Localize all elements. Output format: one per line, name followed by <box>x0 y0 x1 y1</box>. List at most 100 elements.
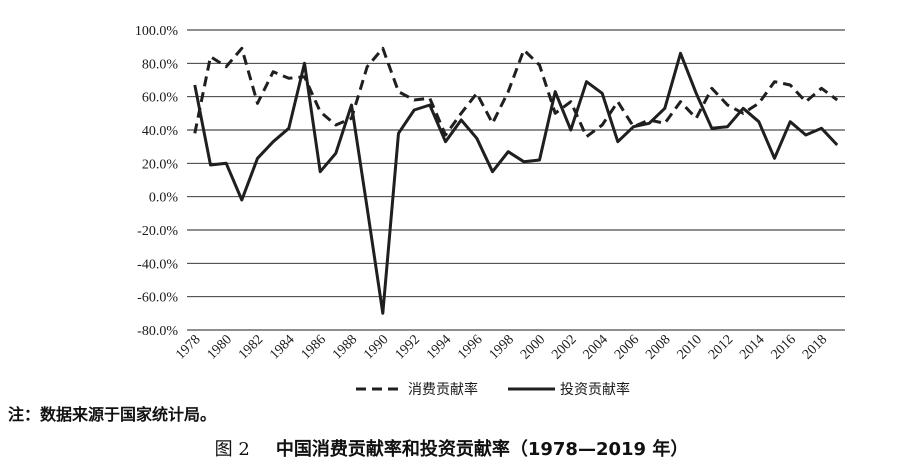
consumption-rate-point <box>224 65 228 69</box>
investment-rate-point <box>381 311 385 315</box>
y-tick-label: 20.0% <box>142 157 179 172</box>
legend-label-investment: 投资贡献率 <box>560 381 630 398</box>
investment-rate-point <box>788 120 792 124</box>
legend: 消费贡献率 投资贡献率 <box>356 381 630 398</box>
consumption-rate-point <box>600 123 604 127</box>
investment-rate-point <box>585 80 589 84</box>
investment-rate-point <box>444 140 448 144</box>
investment-rate-point <box>224 161 228 165</box>
consumption-rate-point <box>710 86 714 90</box>
consumption-rate-point <box>773 80 777 84</box>
investment-rate-point <box>820 126 824 130</box>
consumption-rate-point <box>788 83 792 87</box>
investment-rate-point <box>616 140 620 144</box>
consumption-rate-point <box>663 121 667 125</box>
investment-rate-point <box>553 90 557 94</box>
consumption-rate-point <box>538 63 542 67</box>
consumption-rate-point <box>757 101 761 105</box>
consumption-rate-point <box>522 48 526 52</box>
consumption-rate-point <box>240 46 244 50</box>
investment-rate-point <box>365 206 369 210</box>
investment-rate-point <box>538 158 542 162</box>
consumption-rate-point <box>334 123 338 127</box>
investment-rate-point <box>428 103 432 107</box>
consumption-rate-point <box>256 101 260 105</box>
consumption-rate-point <box>459 111 463 115</box>
investment-rate-line <box>193 51 839 315</box>
investment-rate-point <box>600 91 604 95</box>
consumption-rate-point <box>506 90 510 94</box>
investment-rate-point <box>491 170 495 174</box>
consumption-rate-point <box>412 98 416 102</box>
investment-rate-point <box>318 170 322 174</box>
consumption-rate-point <box>381 46 385 50</box>
investment-rate-points <box>193 51 839 315</box>
consumption-rate-point <box>318 110 322 114</box>
x-tick-label: 1996 <box>455 332 485 362</box>
consumption-rate-point <box>209 55 213 59</box>
consumption-rate-point <box>616 100 620 104</box>
x-tick-label: 2016 <box>769 332 799 362</box>
investment-rate-point <box>193 83 197 87</box>
investment-rate-point <box>459 118 463 122</box>
x-tick-label: 1984 <box>267 332 297 362</box>
figure-caption: 图 2 中国消费贡献率和投资贡献率（1978—2019 年） <box>0 435 903 461</box>
investment-rate-point <box>632 125 636 129</box>
y-tick-label: -60.0% <box>137 291 178 306</box>
x-axis-tick-labels: 1978 1980 1982 1984 1986 1988 1990 1992 1994 1996… <box>173 332 830 362</box>
x-tick-label: 1994 <box>424 332 454 362</box>
investment-rate-point <box>710 126 714 130</box>
consumption-rate-point <box>397 90 401 94</box>
investment-rate-point <box>350 103 354 107</box>
investment-rate-point <box>663 106 667 110</box>
consumption-rate-point <box>569 100 573 104</box>
x-tick-label: 2000 <box>518 332 548 362</box>
y-tick-label: 80.0% <box>142 57 179 72</box>
y-tick-label: 40.0% <box>142 124 179 139</box>
consumption-rate-point <box>694 116 698 120</box>
x-tick-label: 1982 <box>236 332 266 362</box>
x-tick-label: 2018 <box>800 332 830 362</box>
consumption-rate-point <box>491 121 495 125</box>
investment-rate-point <box>726 125 730 129</box>
investment-rate-point <box>522 160 526 164</box>
consumption-rate-point <box>365 65 369 69</box>
consumption-rate-point <box>585 135 589 139</box>
investment-rate-point <box>412 108 416 112</box>
legend-label-consumption: 消费贡献率 <box>408 381 478 398</box>
investment-rate-point <box>835 143 839 147</box>
investment-rate-point <box>240 198 244 202</box>
investment-rate-point <box>475 136 479 140</box>
x-tick-label: 2004 <box>581 332 611 362</box>
investment-rate-point <box>287 126 291 130</box>
y-tick-label: -20.0% <box>137 224 178 239</box>
x-tick-label: 2010 <box>675 332 705 362</box>
y-tick-label: 60.0% <box>142 91 179 106</box>
investment-rate-point <box>773 156 777 160</box>
x-tick-label: 1980 <box>205 332 235 362</box>
line-chart: 100.0% 80.0% 60.0% 40.0% 20.0% 0.0% -20.0% -40.… <box>135 24 845 398</box>
x-tick-label: 1986 <box>299 332 329 362</box>
x-tick-label: 2002 <box>549 332 579 362</box>
consumption-rate-point <box>553 111 557 115</box>
x-tick-label: 1990 <box>361 332 391 362</box>
x-tick-label: 2006 <box>612 332 642 362</box>
consumption-rate-point <box>835 98 839 102</box>
x-tick-label: 2008 <box>643 332 673 362</box>
investment-rate-point <box>506 150 510 154</box>
plot-series <box>193 46 839 315</box>
investment-rate-point <box>209 163 213 167</box>
consumption-rate-point <box>475 91 479 95</box>
y-tick-label: 0.0% <box>149 191 179 206</box>
legend-item-investment: 投资贡献率 <box>508 381 630 398</box>
investment-rate-point <box>397 131 401 135</box>
investment-rate-point <box>694 91 698 95</box>
y-tick-label: 100.0% <box>135 24 179 39</box>
investment-rate-point <box>741 106 745 110</box>
y-tick-label: -80.0% <box>137 324 178 339</box>
investment-rate-point <box>303 61 307 65</box>
x-tick-label: 1992 <box>393 332 423 362</box>
consumption-rate-point <box>271 70 275 74</box>
consumption-rate-point <box>428 96 432 100</box>
